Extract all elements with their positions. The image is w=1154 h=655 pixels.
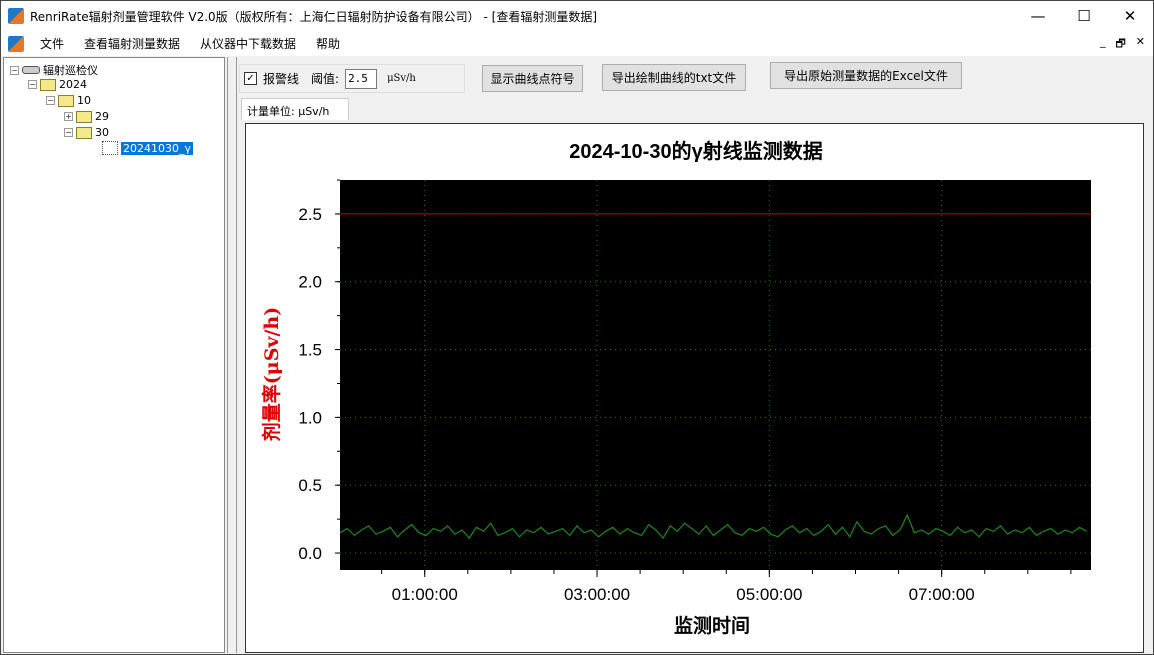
collapse-icon[interactable]: − — [10, 65, 19, 75]
x-axis-label: 监测时间 — [674, 614, 750, 637]
alarm-label: 报警线 — [263, 72, 300, 86]
alarm-checkbox[interactable]: ✓ — [244, 72, 257, 85]
plot-area — [340, 180, 1091, 570]
show-symbols-button[interactable]: 显示曲线点符号 — [482, 65, 583, 92]
x-tick-label: 05:00:00 — [736, 585, 802, 604]
chart-panel: 2024-10-30的γ射线监测数据 监测时间 剂量率(μSv/h) 0.0 0.… — [245, 123, 1144, 653]
device-tree[interactable]: − 辐射巡检仪 −2024 −10 +29 −30 20241030_γ — [3, 57, 225, 653]
threshold-label: 阈值: — [311, 72, 340, 86]
collapse-icon[interactable]: − — [64, 128, 73, 137]
export-txt-button[interactable]: 导出绘制曲线的txt文件 — [602, 64, 746, 91]
menu-view-data[interactable]: 查看辐射测量数据 — [84, 37, 181, 51]
threshold-input[interactable]: 2.5 — [345, 68, 378, 89]
tree-node-root[interactable]: − 辐射巡检仪 — [10, 62, 98, 78]
y-tick-label: 2.0 — [298, 273, 322, 292]
y-tick-label: 0.5 — [298, 476, 322, 495]
menu-file[interactable]: 文件 — [40, 37, 65, 51]
node-label: 辐射巡检仪 — [43, 64, 98, 77]
node-label: 10 — [77, 94, 91, 107]
title-bar: RenriRate辐射剂量管理软件 V2.0版（版权所有：上海仁日辐射防护设备有… — [1, 1, 1153, 31]
node-label: 2024 — [59, 78, 87, 91]
mdi-app-icon[interactable] — [8, 35, 24, 52]
expand-icon[interactable]: + — [64, 112, 73, 121]
tree-node-year[interactable]: − 2024 — [28, 78, 87, 91]
app-icon — [8, 8, 24, 24]
x-tick-label: 07:00:00 — [909, 585, 975, 604]
collapse-icon[interactable]: − — [46, 96, 55, 105]
menu-download[interactable]: 从仪器中下载数据 — [200, 37, 297, 51]
export-excel-button[interactable]: 导出原始测量数据的Excel文件 — [770, 62, 962, 89]
chart-title: 2024-10-30的γ射线监测数据 — [569, 139, 822, 163]
dose-rate-series — [339, 513, 1087, 540]
threshold-unit: μSv/h — [387, 73, 416, 84]
menu-bar: 文件 查看辐射测量数据 从仪器中下载数据 帮助 _ 🗗 ✕ — [1, 31, 1153, 56]
maximize-button[interactable]: ☐ — [1077, 7, 1091, 25]
y-tick-label: 0.0 — [298, 544, 322, 563]
tree-node-file[interactable]: 20241030_γ — [102, 141, 193, 155]
splitter[interactable] — [227, 57, 237, 653]
node-label: 30 — [95, 126, 109, 139]
x-tick-label: 03:00:00 — [564, 585, 630, 604]
alarm-settings: ✓ 报警线 阈值: 2.5 μSv/h — [239, 64, 465, 93]
node-label: 20241030_γ — [121, 141, 193, 155]
chart-file-icon — [102, 141, 118, 155]
window-title: RenriRate辐射剂量管理软件 V2.0版（版权所有：上海仁日辐射防护设备有… — [30, 9, 598, 24]
collapse-icon[interactable]: − — [28, 80, 37, 89]
y-axis-label: 剂量率(μSv/h) — [260, 307, 283, 441]
y-tick-label: 2.5 — [298, 205, 322, 224]
close-button[interactable]: ✕ — [1123, 7, 1137, 25]
dose-rate-chart: 2024-10-30的γ射线监测数据 监测时间 剂量率(μSv/h) 0.0 0.… — [260, 139, 1091, 637]
tree-node-day-30[interactable]: − 30 — [64, 126, 109, 139]
menu-help[interactable]: 帮助 — [316, 37, 341, 51]
folder-icon — [58, 94, 74, 107]
tab-unit[interactable]: 计量单位: μSv/h — [241, 98, 349, 120]
tree-node-day-29[interactable]: +29 — [64, 110, 109, 123]
mdi-minimize-button[interactable]: _ — [1099, 35, 1106, 48]
y-tick-label: 1.0 — [298, 408, 322, 427]
node-label: 29 — [95, 110, 109, 123]
folder-icon — [76, 126, 92, 139]
minimize-button[interactable]: — — [1030, 7, 1046, 25]
folder-icon — [76, 110, 92, 123]
folder-icon — [40, 78, 56, 91]
mdi-close-button[interactable]: ✕ — [1135, 35, 1145, 48]
device-icon — [22, 66, 40, 74]
x-tick-label: 01:00:00 — [392, 585, 458, 604]
tree-node-month[interactable]: − 10 — [46, 94, 91, 107]
mdi-restore-button[interactable]: 🗗 — [1115, 37, 1126, 50]
y-tick-label: 1.5 — [298, 341, 322, 360]
